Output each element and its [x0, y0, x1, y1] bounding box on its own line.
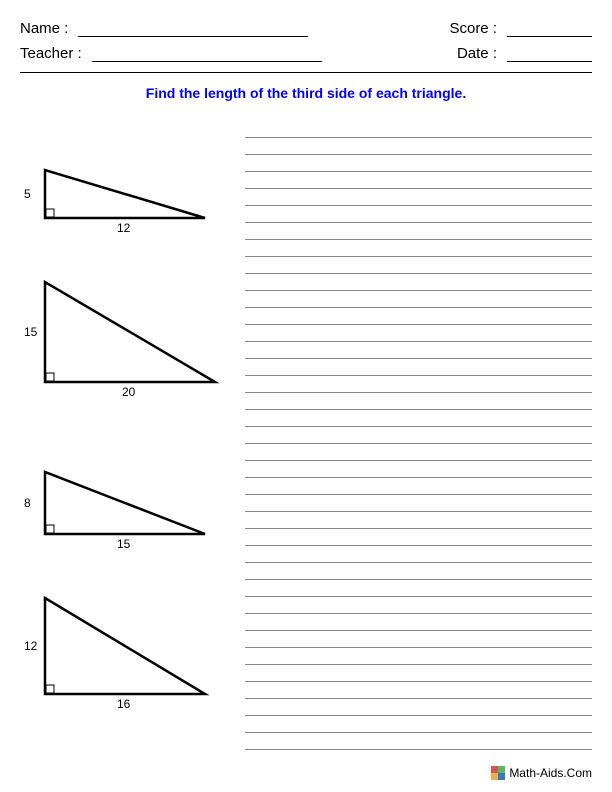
work-line: [245, 189, 592, 206]
triangle-3-vertical-label: 8: [24, 496, 31, 510]
work-line: [245, 342, 592, 359]
work-line: [245, 325, 592, 342]
work-line: [245, 597, 592, 614]
teacher-input-line[interactable]: [92, 46, 322, 62]
triangle-3-horizontal-label: 15: [117, 537, 130, 551]
triangle-1-vertical-label: 5: [24, 187, 31, 201]
footer-text: Math-Aids.Com: [509, 766, 592, 780]
triangle-2: 1520: [20, 278, 230, 400]
content-area: 51215208151216: [20, 116, 592, 750]
work-line: [245, 274, 592, 291]
triangle-4-vertical-label: 12: [24, 639, 37, 653]
footer: Math-Aids.Com: [491, 766, 592, 780]
work-line: [245, 665, 592, 682]
triangle-3: 8 15: [20, 468, 230, 552]
work-line: [245, 393, 592, 410]
work-area: [245, 116, 592, 750]
work-line: [245, 172, 592, 189]
triangle-2-horizontal-label: 20: [122, 385, 135, 399]
work-line: [245, 631, 592, 648]
triangle-1-horizontal-label: 12: [117, 221, 130, 235]
triangle-1: 5 12: [20, 166, 230, 236]
work-line: [245, 512, 592, 529]
work-line: [245, 206, 592, 223]
work-line: [245, 478, 592, 495]
work-line: [245, 444, 592, 461]
work-line: [245, 529, 592, 546]
work-line: [245, 563, 592, 580]
work-line: [245, 138, 592, 155]
work-line: [245, 359, 592, 376]
work-line: [245, 291, 592, 308]
work-line: [245, 682, 592, 699]
work-line: [245, 733, 592, 750]
triangle-4-horizontal-label: 16: [117, 697, 130, 711]
work-line: [245, 461, 592, 478]
work-line: [245, 427, 592, 444]
work-line: [245, 376, 592, 393]
work-line: [245, 410, 592, 427]
name-label: Name :: [20, 20, 68, 37]
triangle-2-vertical-label: 15: [24, 325, 37, 339]
name-field: Name :: [20, 20, 308, 37]
work-line: [245, 240, 592, 257]
triangles-column: 51215208151216: [20, 116, 230, 750]
work-line: [245, 223, 592, 240]
score-field: Score :: [449, 20, 592, 37]
header-divider: [20, 72, 592, 73]
work-line: [245, 155, 592, 172]
work-line: [245, 614, 592, 631]
score-input-line[interactable]: [507, 21, 592, 37]
footer-logo-icon: [491, 766, 505, 780]
date-label: Date :: [457, 45, 497, 62]
date-field: Date :: [457, 45, 592, 62]
teacher-field: Teacher :: [20, 45, 322, 62]
work-line: [245, 716, 592, 733]
work-line: [245, 257, 592, 274]
triangle-4: 12 16: [20, 594, 230, 712]
name-input-line[interactable]: [78, 21, 308, 37]
score-label: Score :: [449, 20, 497, 37]
work-line: [245, 580, 592, 597]
work-line: [245, 308, 592, 325]
work-line: [245, 121, 592, 138]
date-input-line[interactable]: [507, 46, 592, 62]
work-line: [245, 546, 592, 563]
work-line: [245, 648, 592, 665]
work-line: [245, 495, 592, 512]
instructions-text: Find the length of the third side of eac…: [20, 85, 592, 101]
work-line: [245, 699, 592, 716]
teacher-label: Teacher :: [20, 45, 82, 62]
